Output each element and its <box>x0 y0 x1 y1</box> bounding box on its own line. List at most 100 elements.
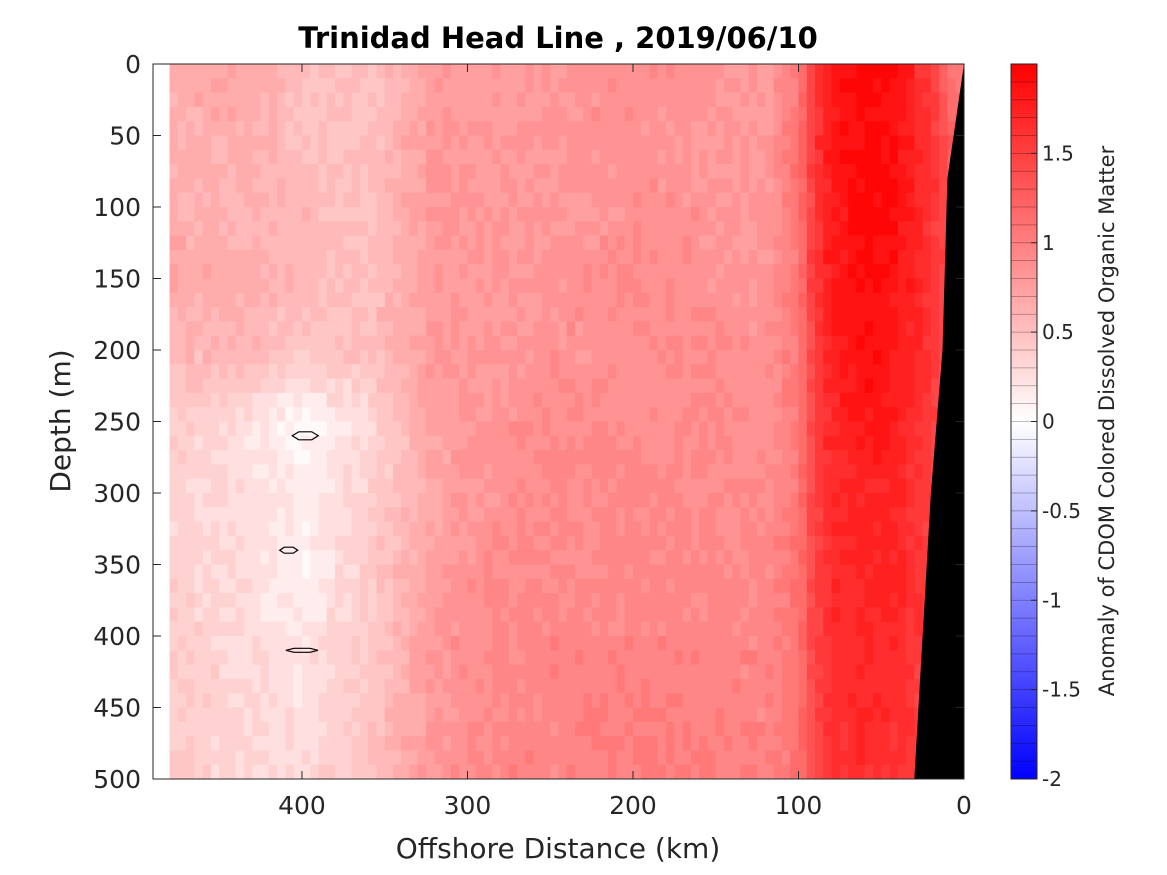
contour-cell <box>657 135 667 151</box>
contour-cell <box>376 149 386 165</box>
contour-cell <box>484 550 493 566</box>
contour-cell <box>831 106 841 122</box>
contour-cell <box>674 478 684 494</box>
contour-cell <box>690 378 700 394</box>
contour-cell <box>906 736 915 751</box>
contour-cell <box>616 521 626 537</box>
contour-cell <box>608 764 618 779</box>
contour-cell <box>359 550 369 566</box>
contour-cell <box>301 378 311 394</box>
contour-cell <box>839 135 849 151</box>
contour-cell <box>392 149 402 165</box>
contour-cell <box>202 464 212 480</box>
contour-cell <box>930 264 940 280</box>
contour-cell <box>856 392 866 408</box>
contour-cell <box>459 736 469 751</box>
contour-cell <box>351 707 361 723</box>
contour-cell <box>616 92 626 108</box>
contour-cell <box>897 192 907 208</box>
contour-cell <box>533 106 543 122</box>
contour-cell <box>169 564 179 580</box>
contour-cell <box>864 121 874 137</box>
contour-cell <box>914 235 924 251</box>
contour-cell <box>699 378 709 394</box>
contour-cell <box>674 335 684 351</box>
contour-cell <box>566 693 576 709</box>
contour-cell <box>525 407 535 423</box>
contour-cell <box>831 335 841 351</box>
contour-cell <box>285 378 295 394</box>
contour-cell <box>583 450 593 465</box>
contour-cell <box>781 378 791 394</box>
contour-cell <box>558 321 568 337</box>
contour-cell <box>889 636 899 651</box>
contour-cell <box>268 221 278 237</box>
contour-cell <box>343 235 353 251</box>
contour-cell <box>475 221 485 237</box>
contour-cell <box>798 278 808 294</box>
contour-cell <box>657 707 667 723</box>
contour-cell <box>409 121 419 137</box>
contour-cell <box>889 335 899 351</box>
contour-cell <box>409 593 419 608</box>
contour-cell <box>657 392 667 408</box>
contour-cell <box>293 221 303 237</box>
contour-cell <box>864 192 874 208</box>
contour-cell <box>757 192 766 208</box>
contour-cell <box>632 736 642 751</box>
contour-cell <box>434 707 444 723</box>
contour-cell <box>831 292 841 308</box>
contour-cell <box>690 121 700 137</box>
contour-cell <box>707 64 717 79</box>
contour-cell <box>219 178 229 194</box>
contour-cell <box>210 149 220 165</box>
contour-cell <box>550 106 560 122</box>
contour-cell <box>492 664 502 680</box>
contour-cell <box>450 736 460 751</box>
contour-cell <box>326 264 336 280</box>
contour-cell <box>699 392 709 408</box>
contour-cell <box>575 121 584 137</box>
zero-contour-lines <box>278 431 320 653</box>
contour-cell <box>707 249 717 265</box>
contour-cell <box>831 121 841 137</box>
contour-cell <box>351 721 361 737</box>
contour-cell <box>202 478 212 494</box>
contour-cell <box>740 164 750 179</box>
contour-cell <box>326 736 336 751</box>
contour-cell <box>359 564 369 580</box>
contour-cell <box>459 164 469 179</box>
contour-cell <box>450 507 460 523</box>
contour-cell <box>583 335 593 351</box>
contour-cell <box>194 307 204 322</box>
contour-cell <box>285 249 295 265</box>
contour-cell <box>856 678 866 694</box>
contour-cell <box>417 192 427 208</box>
contour-cell <box>632 364 642 380</box>
contour-cell <box>484 535 493 551</box>
contour-cell <box>889 578 899 594</box>
contour-cell <box>368 421 378 437</box>
contour-cell <box>244 106 253 122</box>
contour-cell <box>575 707 584 723</box>
contour-cell <box>351 149 361 165</box>
contour-cell <box>641 407 651 423</box>
contour-cell <box>649 164 659 179</box>
contour-cell <box>550 149 560 165</box>
contour-cell <box>335 92 344 108</box>
contour-cell <box>790 292 800 308</box>
contour-cell <box>583 292 593 308</box>
contour-cell <box>392 121 402 137</box>
contour-cell <box>368 106 378 122</box>
contour-cell <box>467 178 477 194</box>
contour-cell <box>186 292 195 308</box>
contour-cell <box>392 693 402 709</box>
contour-cell <box>227 192 237 208</box>
contour-cell <box>773 278 783 294</box>
contour-cell <box>889 521 899 537</box>
contour-cell <box>484 721 493 737</box>
contour-cell <box>872 350 882 365</box>
contour-cell <box>244 135 253 151</box>
contour-cell <box>417 664 427 680</box>
contour-cell <box>657 736 667 751</box>
